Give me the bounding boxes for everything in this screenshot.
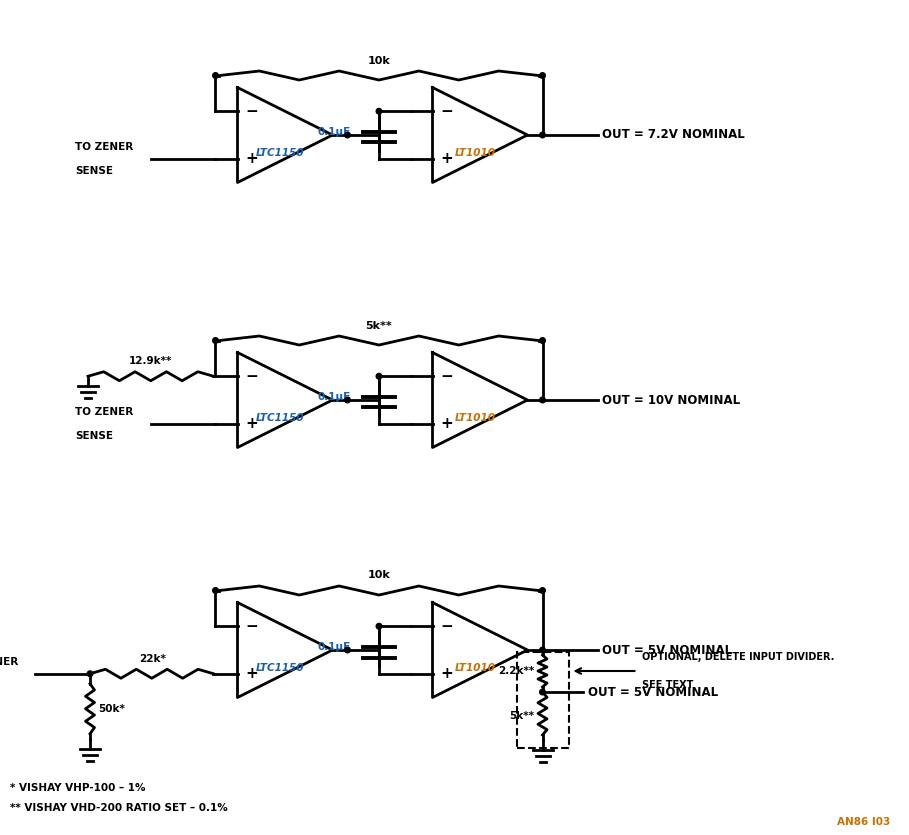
Text: 12.9k**: 12.9k** xyxy=(129,357,173,367)
Text: +: + xyxy=(441,666,454,681)
Text: 0.1μF: 0.1μF xyxy=(318,392,351,402)
Text: 10k: 10k xyxy=(367,570,390,580)
Circle shape xyxy=(376,109,382,114)
Text: OUT = 5V NOMINAL: OUT = 5V NOMINAL xyxy=(603,644,733,656)
Text: LT1010: LT1010 xyxy=(454,663,495,673)
Circle shape xyxy=(345,132,350,138)
Text: SEE TEXT: SEE TEXT xyxy=(642,680,693,690)
Text: AN86 I03: AN86 I03 xyxy=(837,817,890,827)
Text: −: − xyxy=(441,104,454,119)
Text: LT1010: LT1010 xyxy=(454,148,495,158)
Text: OUT = 10V NOMINAL: OUT = 10V NOMINAL xyxy=(603,393,741,407)
Text: LT1010: LT1010 xyxy=(454,413,495,423)
Circle shape xyxy=(540,397,545,402)
Circle shape xyxy=(87,671,93,676)
Text: +: + xyxy=(441,417,454,431)
Text: 5k**: 5k** xyxy=(510,711,534,721)
Text: 0.1μF: 0.1μF xyxy=(318,642,351,652)
Circle shape xyxy=(213,588,218,594)
Text: SENSE: SENSE xyxy=(75,431,114,441)
Circle shape xyxy=(540,337,545,343)
Circle shape xyxy=(540,647,545,653)
Text: 10k: 10k xyxy=(367,55,390,65)
Text: LTC1150: LTC1150 xyxy=(255,663,305,673)
Text: −: − xyxy=(441,369,454,384)
Text: −: − xyxy=(245,619,258,634)
Circle shape xyxy=(540,132,545,138)
Text: OUT = 5V NOMINAL: OUT = 5V NOMINAL xyxy=(587,686,717,699)
Text: 22k*: 22k* xyxy=(139,654,166,664)
Text: * VISHAY VHP-100 – 1%: * VISHAY VHP-100 – 1% xyxy=(10,783,145,793)
Text: OUT = 7.2V NOMINAL: OUT = 7.2V NOMINAL xyxy=(603,129,745,141)
Text: OPTIONAL, DELETE INPUT DIVIDER.: OPTIONAL, DELETE INPUT DIVIDER. xyxy=(642,652,834,662)
Text: +: + xyxy=(245,151,258,166)
Text: ** VISHAY VHD-200 RATIO SET – 0.1%: ** VISHAY VHD-200 RATIO SET – 0.1% xyxy=(10,803,228,813)
Bar xyxy=(516,652,568,748)
Circle shape xyxy=(345,647,350,653)
Circle shape xyxy=(376,373,382,379)
Text: 2.2k**: 2.2k** xyxy=(498,666,534,676)
Text: TO ZENER: TO ZENER xyxy=(0,657,18,667)
Circle shape xyxy=(540,588,545,594)
Circle shape xyxy=(213,73,218,78)
Text: TO ZENER: TO ZENER xyxy=(75,142,134,152)
Circle shape xyxy=(376,624,382,629)
Text: +: + xyxy=(441,151,454,166)
Circle shape xyxy=(345,397,350,402)
Text: LTC1150: LTC1150 xyxy=(255,148,305,158)
Text: +: + xyxy=(245,417,258,431)
Circle shape xyxy=(213,337,218,343)
Text: −: − xyxy=(441,619,454,634)
Text: −: − xyxy=(245,104,258,119)
Text: +: + xyxy=(245,666,258,681)
Text: 0.1μF: 0.1μF xyxy=(318,127,351,137)
Text: LTC1150: LTC1150 xyxy=(255,413,305,423)
Text: 50k*: 50k* xyxy=(98,704,125,714)
Text: −: − xyxy=(245,369,258,384)
Text: 5k**: 5k** xyxy=(365,321,393,331)
Text: TO ZENER: TO ZENER xyxy=(75,407,134,417)
Circle shape xyxy=(540,689,545,695)
Text: SENSE: SENSE xyxy=(75,166,114,175)
Circle shape xyxy=(540,73,545,78)
